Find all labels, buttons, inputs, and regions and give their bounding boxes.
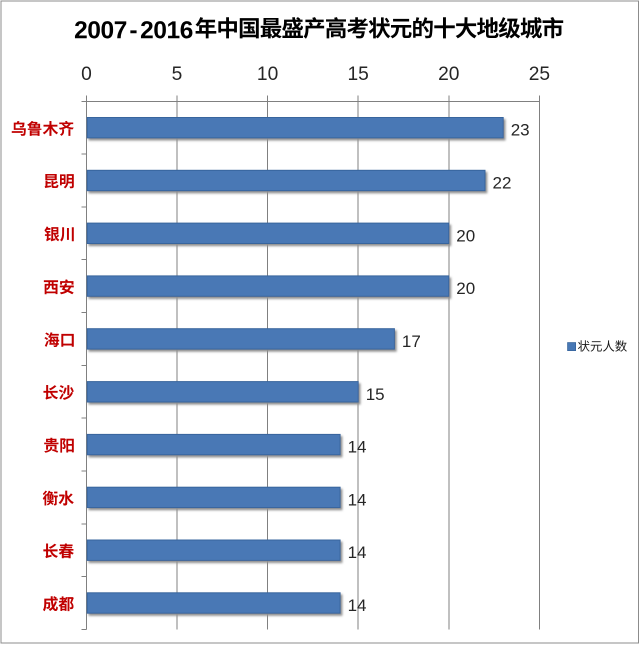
svg-text:22: 22 xyxy=(493,174,512,193)
svg-text:15: 15 xyxy=(348,64,369,85)
svg-text:10: 10 xyxy=(257,64,278,85)
svg-text:15: 15 xyxy=(366,385,385,404)
svg-text:23: 23 xyxy=(511,121,530,140)
svg-text:20: 20 xyxy=(456,279,475,298)
svg-text:14: 14 xyxy=(348,596,367,615)
svg-text:25: 25 xyxy=(529,64,550,85)
svg-text:20: 20 xyxy=(456,226,475,245)
svg-text:0: 0 xyxy=(81,64,92,85)
svg-text:14: 14 xyxy=(348,543,367,562)
svg-text:14: 14 xyxy=(348,490,367,509)
svg-text:17: 17 xyxy=(402,332,421,351)
svg-text:14: 14 xyxy=(348,438,367,457)
svg-text:5: 5 xyxy=(172,64,183,85)
svg-text:20: 20 xyxy=(438,64,459,85)
